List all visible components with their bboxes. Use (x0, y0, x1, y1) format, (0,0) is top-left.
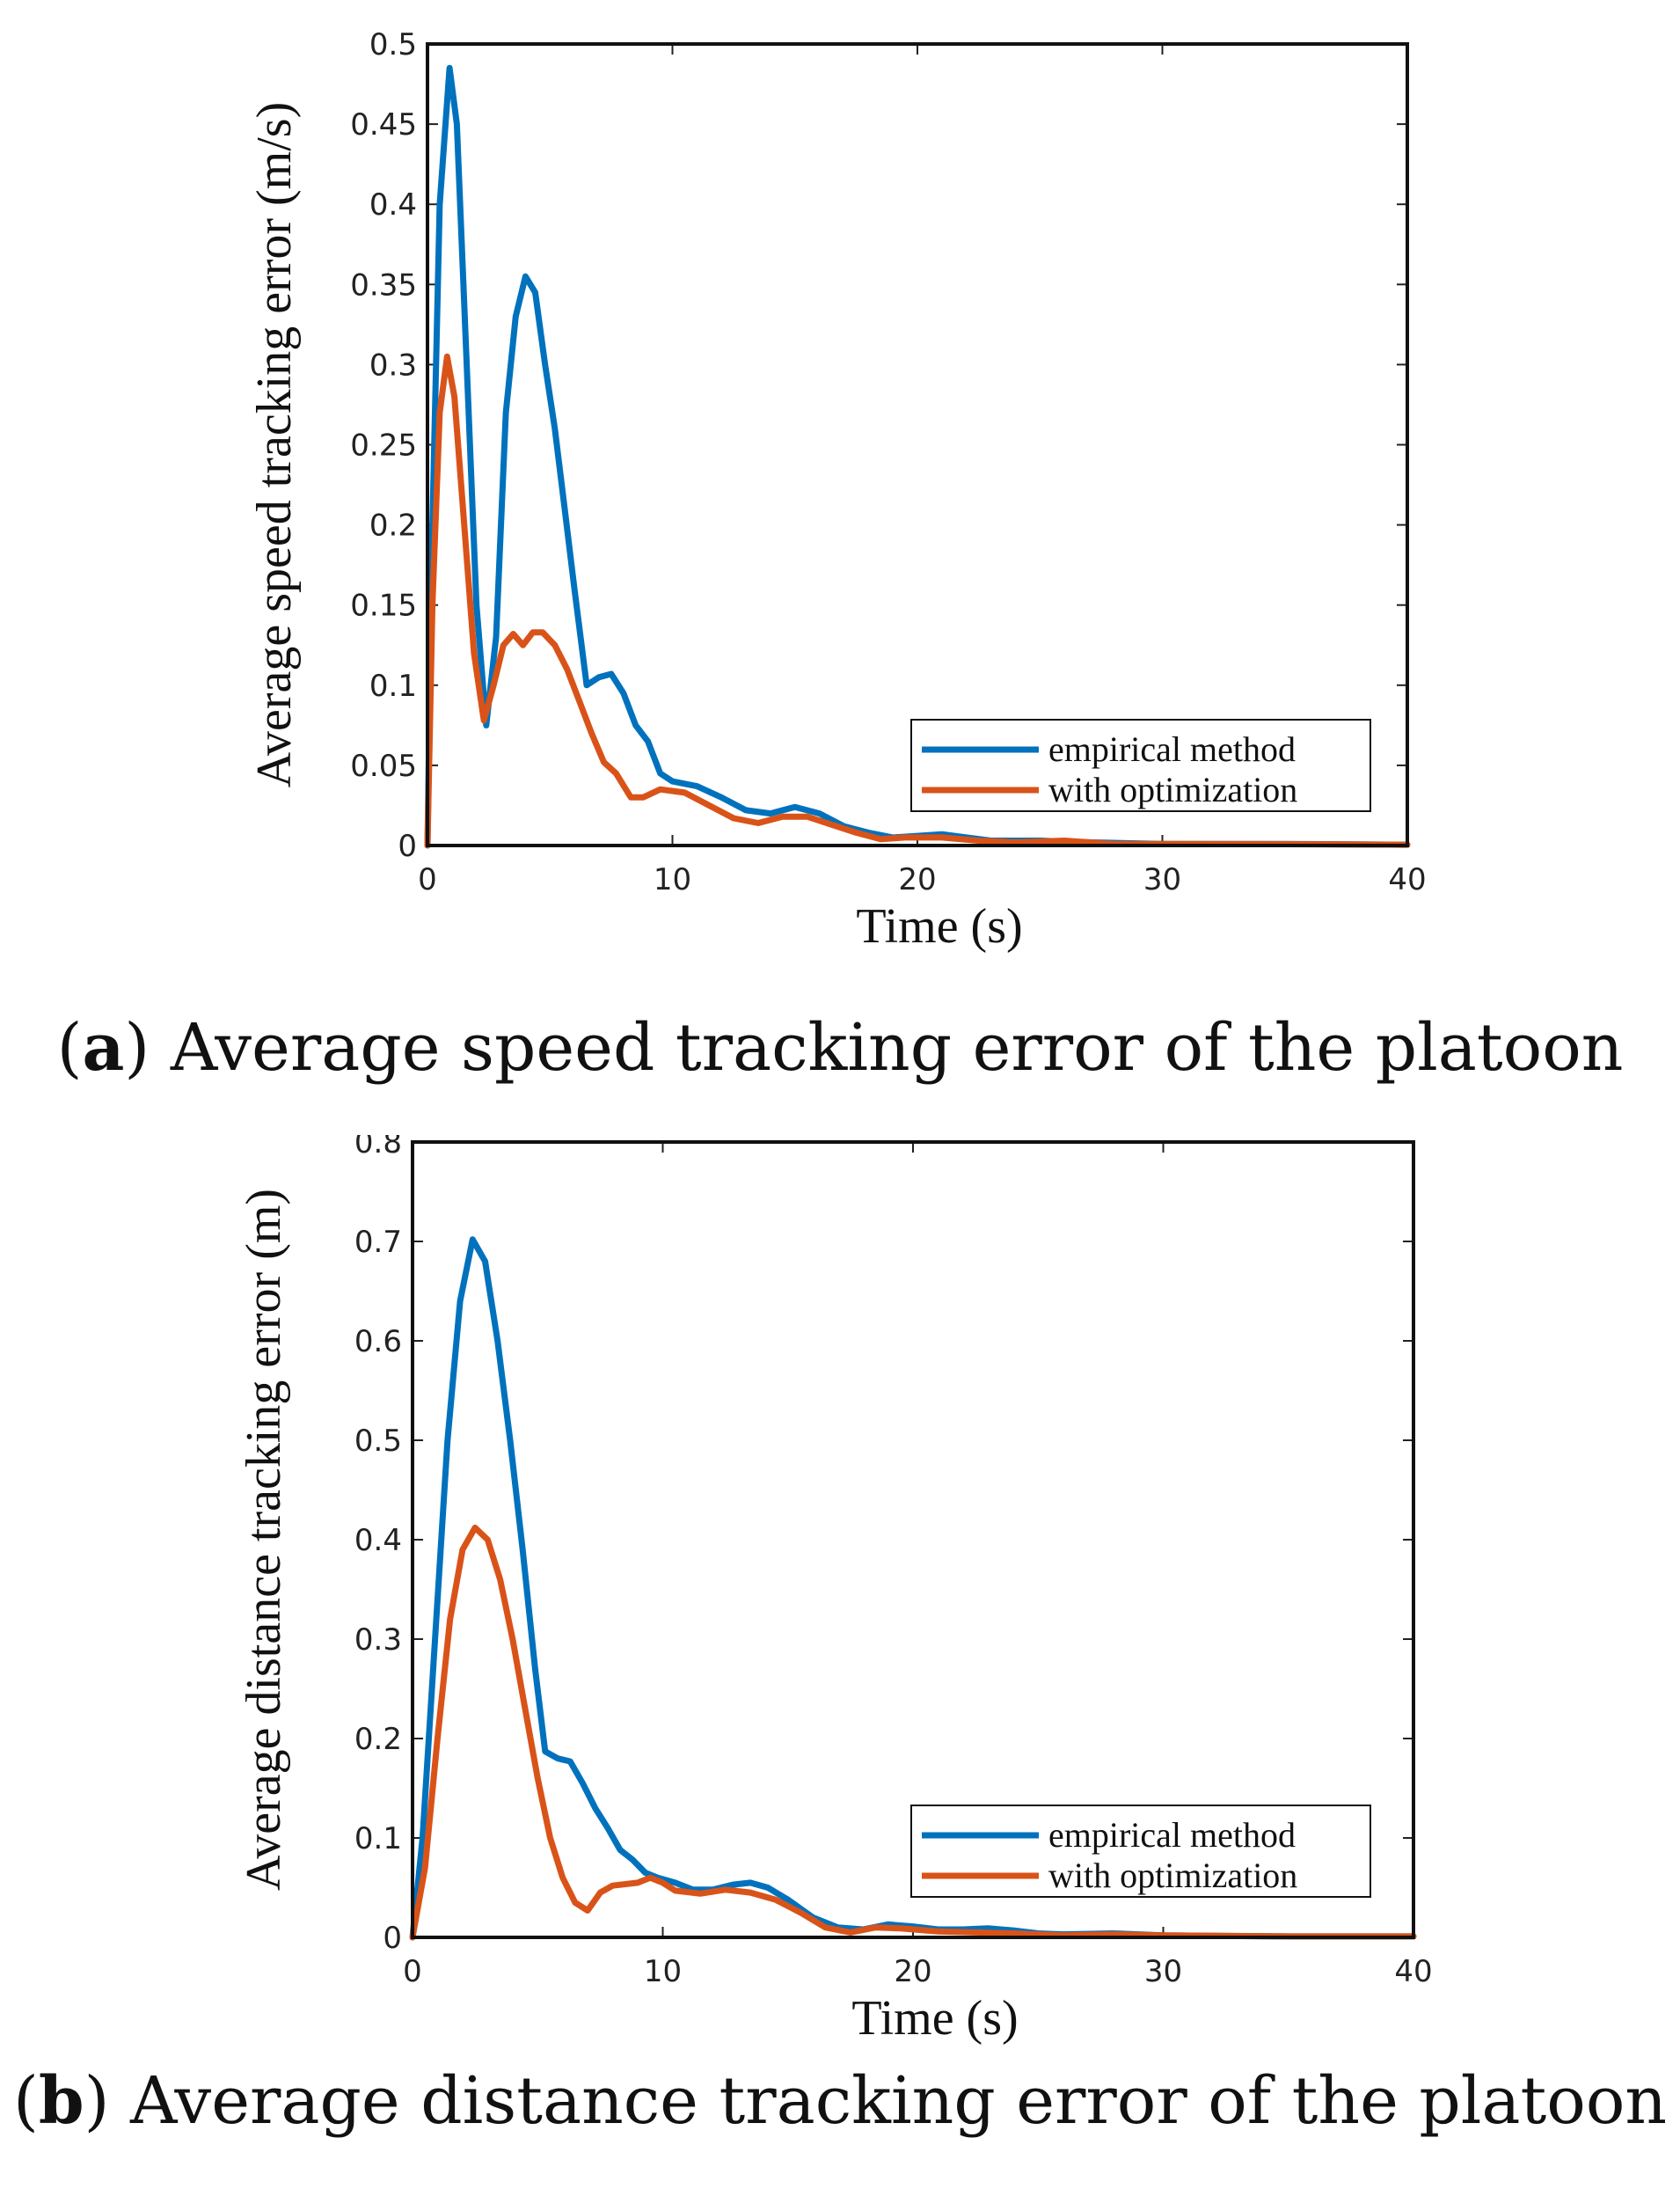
y-tick-label: 0.3 (369, 348, 417, 383)
y-tick-label: 0.1 (369, 669, 417, 704)
legend-label-empirical: empirical method (1048, 1815, 1296, 1855)
y-tick-label: 0.5 (369, 27, 417, 62)
figure-b: 0 0.1 0.2 0.3 0.4 0.5 0.6 0.7 0.8 0 10 20 30 40 Time (… (0, 1135, 1680, 2189)
x-tick-label: 10 (644, 1954, 682, 1989)
chart-a: 0 0.05 0.1 0.15 0.2 0.25 0.3 0.35 0.4 0.45 0.5 0 10 2… (247, 27, 1427, 954)
x-axis-title: Time (s) (851, 1991, 1018, 2046)
legend-box (910, 1805, 1371, 1898)
axes-box (426, 42, 1409, 847)
caption-a: (a) Average speed tracking error of the … (56, 1010, 1624, 1086)
x-tick-label: 0 (403, 1954, 422, 1989)
x-axis-title: Time (s) (856, 899, 1022, 954)
series-line-optimization (409, 1524, 1417, 1941)
x-tick-label: 40 (1388, 862, 1426, 897)
caption-b: (b) Average distance tracking error of t… (12, 2063, 1668, 2139)
y-tick-label: 0.6 (354, 1324, 402, 1359)
y-axis-title: Average speed tracking error (m/s) (247, 102, 302, 788)
series-line-empirical (424, 64, 1411, 849)
x-tick-label: 30 (1143, 862, 1181, 897)
x-tick-label: 0 (418, 862, 437, 897)
plot-area (427, 44, 1407, 846)
y-tick-label: 0.7 (354, 1225, 402, 1260)
caption-a-text: Average speed tracking error of the plat… (170, 1010, 1624, 1086)
y-tick-label: 0.3 (354, 1622, 402, 1658)
x-tick-label: 20 (898, 862, 936, 897)
chart-b: 0 0.1 0.2 0.3 0.4 0.5 0.6 0.7 0.8 0 10 20 30 40 Time (… (237, 1135, 1433, 2046)
caption-b-text: Average distance tracking error of the p… (129, 2063, 1668, 2139)
y-tick-label: 0.5 (354, 1424, 402, 1459)
x-tick-label: 40 (1394, 1954, 1432, 1989)
y-tick-label: 0 (383, 1921, 402, 1956)
y-tick-label: 0.15 (350, 589, 417, 624)
legend-box (910, 719, 1371, 812)
y-tick-label: 0.05 (350, 749, 417, 784)
y-axis-title: Average distance tracking error (m) (237, 1189, 291, 1891)
legend-label-optimization: with optimization (1048, 770, 1297, 809)
y-tick-label: 0.1 (354, 1821, 402, 1856)
series-line-optimization (424, 353, 1411, 849)
caption-a-label: a (82, 1010, 125, 1086)
y-tick-label: 0.45 (350, 107, 417, 143)
y-tick-label: 0.35 (350, 267, 417, 303)
x-tick-label: 10 (654, 862, 691, 897)
y-tick-label: 0.4 (354, 1523, 402, 1558)
x-tick-label: 20 (894, 1954, 931, 1989)
y-tick-label: 0.8 (354, 1135, 402, 1160)
y-tick-label: 0 (398, 829, 417, 864)
legend-label-optimization: with optimization (1048, 1856, 1297, 1895)
series-line-empirical (409, 1236, 1417, 1941)
y-tick-label: 0.4 (369, 187, 417, 223)
legend-label-empirical: empirical method (1048, 729, 1296, 769)
caption-b-label: b (38, 2063, 84, 2139)
y-tick-label: 0.2 (369, 509, 417, 544)
y-tick-label: 0.25 (350, 428, 417, 464)
x-tick-label: 30 (1144, 1954, 1182, 1989)
y-tick-label: 0.2 (354, 1722, 402, 1757)
axes-box (411, 1140, 1415, 1939)
figure-a: 0 0.05 0.1 0.15 0.2 0.25 0.3 0.35 0.4 0.45 0.5 0 10 2… (56, 27, 1624, 1086)
